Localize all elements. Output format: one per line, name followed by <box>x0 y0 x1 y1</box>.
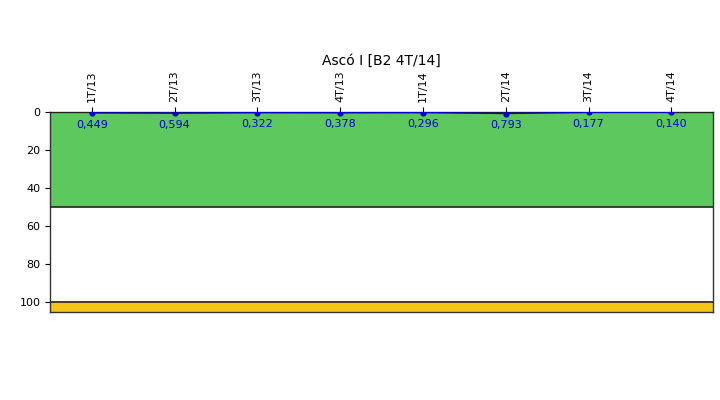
Text: 0,594: 0,594 <box>158 120 191 130</box>
Bar <box>50 207 713 302</box>
Text: 0,449: 0,449 <box>76 120 108 130</box>
Point <box>666 109 678 116</box>
Point <box>169 110 181 116</box>
Bar <box>50 112 713 207</box>
Title: Ascó I [B2 4T/14]: Ascó I [B2 4T/14] <box>323 54 441 68</box>
Point <box>418 109 429 116</box>
Text: 0,296: 0,296 <box>407 119 439 129</box>
Point <box>582 109 594 116</box>
Text: 0,322: 0,322 <box>241 119 274 129</box>
Point <box>252 110 264 116</box>
Text: 0,378: 0,378 <box>324 119 356 129</box>
Point <box>500 110 511 117</box>
Text: 0,793: 0,793 <box>490 120 522 130</box>
Text: 0,140: 0,140 <box>656 119 687 129</box>
Point <box>86 110 98 116</box>
Bar <box>50 302 713 312</box>
Point <box>334 110 346 116</box>
Text: 0,177: 0,177 <box>572 119 605 129</box>
